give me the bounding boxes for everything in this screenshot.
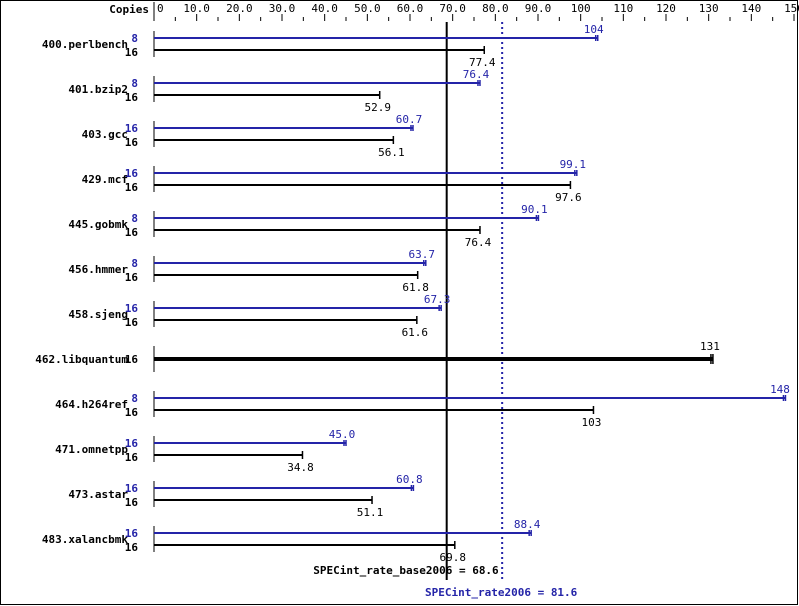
base-value-label: 77.4 [469, 56, 496, 69]
benchmark-label: 483.xalancbmk [42, 533, 128, 546]
peak-value-label: 76.4 [463, 68, 490, 81]
copies-header: Copies [109, 3, 149, 16]
x-tick-label: 120 [656, 2, 676, 15]
peak-value-label: 60.8 [396, 473, 423, 486]
x-tick-label: 80.0 [482, 2, 509, 15]
x-tick-label: 60.0 [397, 2, 424, 15]
peak-copies: 8 [131, 77, 138, 90]
x-tick-label: 0 [157, 2, 164, 15]
x-tick-label: 150 [784, 2, 799, 15]
benchmark-label: 456.hmmer [68, 263, 128, 276]
base-value-label: 97.6 [555, 191, 582, 204]
peak-copies: 16 [125, 482, 139, 495]
peak-value-label: 88.4 [514, 518, 541, 531]
base-value-label: 69.8 [440, 551, 467, 564]
x-tick-label: 10.0 [183, 2, 210, 15]
benchmark-label: 401.bzip2 [68, 83, 128, 96]
peak-copies: 16 [125, 167, 139, 180]
base-value-label: 103 [582, 416, 602, 429]
benchmark-label: 429.mcf [82, 173, 128, 186]
base-mean-label: SPECint_rate_base2006 = 68.6 [313, 564, 499, 577]
base-copies: 16 [125, 406, 139, 419]
base-copies: 16 [125, 136, 139, 149]
x-tick-label: 40.0 [311, 2, 338, 15]
benchmark-label: 445.gobmk [68, 218, 128, 231]
x-tick-label: 70.0 [439, 2, 466, 15]
x-tick-label: 20.0 [226, 2, 253, 15]
peak-value-label: 104 [584, 23, 604, 36]
benchmark-label: 464.h264ref [55, 398, 128, 411]
base-copies: 16 [125, 316, 139, 329]
base-value-label: 51.1 [357, 506, 384, 519]
base-value-label: 61.6 [402, 326, 429, 339]
x-tick-label: 100 [571, 2, 591, 15]
base-copies: 16 [125, 496, 139, 509]
benchmark-label: 400.perlbench [42, 38, 128, 51]
x-tick-label: 30.0 [269, 2, 296, 15]
base-value-label: 76.4 [465, 236, 492, 249]
benchmark-label: 473.astar [68, 488, 128, 501]
base-copies: 16 [125, 181, 139, 194]
peak-copies: 16 [125, 302, 139, 315]
peak-value-label: 60.7 [396, 113, 423, 126]
x-tick-label: 140 [741, 2, 761, 15]
benchmark-label: 471.omnetpp [55, 443, 128, 456]
base-copies: 16 [125, 46, 139, 59]
peak-value-label: 90.1 [521, 203, 548, 216]
x-tick-label: 130 [699, 2, 719, 15]
peak-copies: 8 [131, 32, 138, 45]
x-tick-label: 110 [613, 2, 633, 15]
base-copies: 16 [125, 91, 139, 104]
base-value-label: 52.9 [364, 101, 391, 114]
base-value-label: 61.8 [402, 281, 429, 294]
peak-copies: 16 [125, 527, 139, 540]
peak-copies: 8 [131, 392, 138, 405]
base-copies: 16 [125, 451, 139, 464]
peak-copies: 8 [131, 257, 138, 270]
peak-copies: 16 [125, 437, 139, 450]
peak-value-label: 45.0 [329, 428, 356, 441]
base-copies: 16 [125, 541, 139, 554]
base-copies: 16 [125, 353, 139, 366]
benchmark-label: 458.sjeng [68, 308, 128, 321]
x-tick-label: 90.0 [525, 2, 552, 15]
benchmark-label: 462.libquantum [35, 353, 128, 366]
x-tick-label: 50.0 [354, 2, 381, 15]
base-value-label: 34.8 [287, 461, 314, 474]
base-value-label: 131 [700, 340, 720, 353]
peak-value-label: 63.7 [409, 248, 436, 261]
benchmark-label: 403.gcc [82, 128, 128, 141]
base-copies: 16 [125, 271, 139, 284]
base-copies: 16 [125, 226, 139, 239]
peak-mean-label: SPECint_rate2006 = 81.6 [425, 586, 578, 599]
peak-copies: 16 [125, 122, 139, 135]
peak-value-label: 148 [770, 383, 790, 396]
base-value-label: 56.1 [378, 146, 405, 159]
peak-value-label: 67.3 [424, 293, 451, 306]
peak-copies: 8 [131, 212, 138, 225]
peak-value-label: 99.1 [560, 158, 587, 171]
